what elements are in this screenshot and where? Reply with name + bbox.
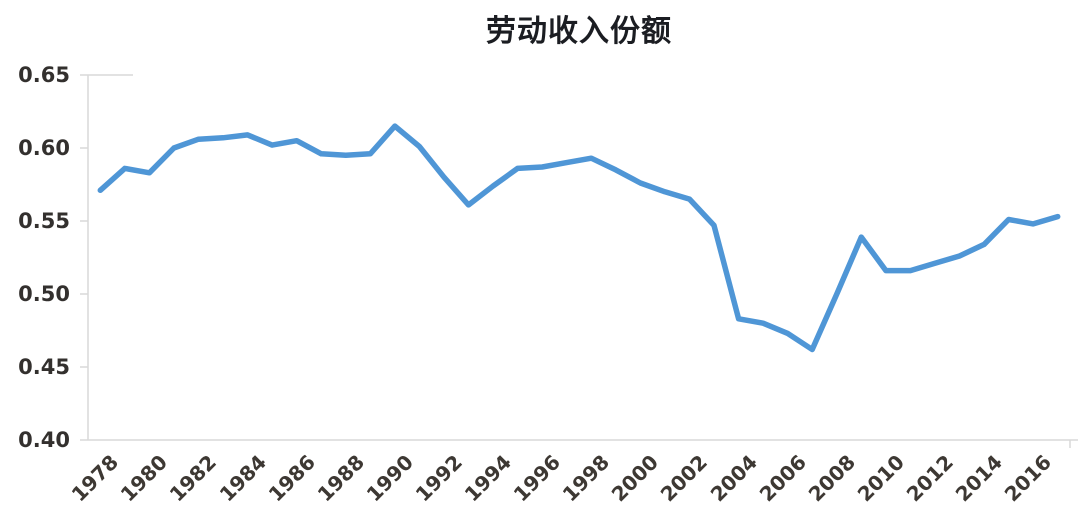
y-tick-label: 0.45: [18, 355, 70, 379]
y-tick-label: 0.55: [18, 209, 70, 233]
y-tick-label: 0.50: [18, 282, 70, 306]
y-tick-label: 0.40: [18, 428, 70, 452]
chart-title: 劳动收入份额: [486, 14, 672, 49]
y-tick-label: 0.65: [18, 63, 70, 87]
series-line: [97, 123, 1061, 353]
y-tick-label: 0.60: [18, 136, 70, 160]
